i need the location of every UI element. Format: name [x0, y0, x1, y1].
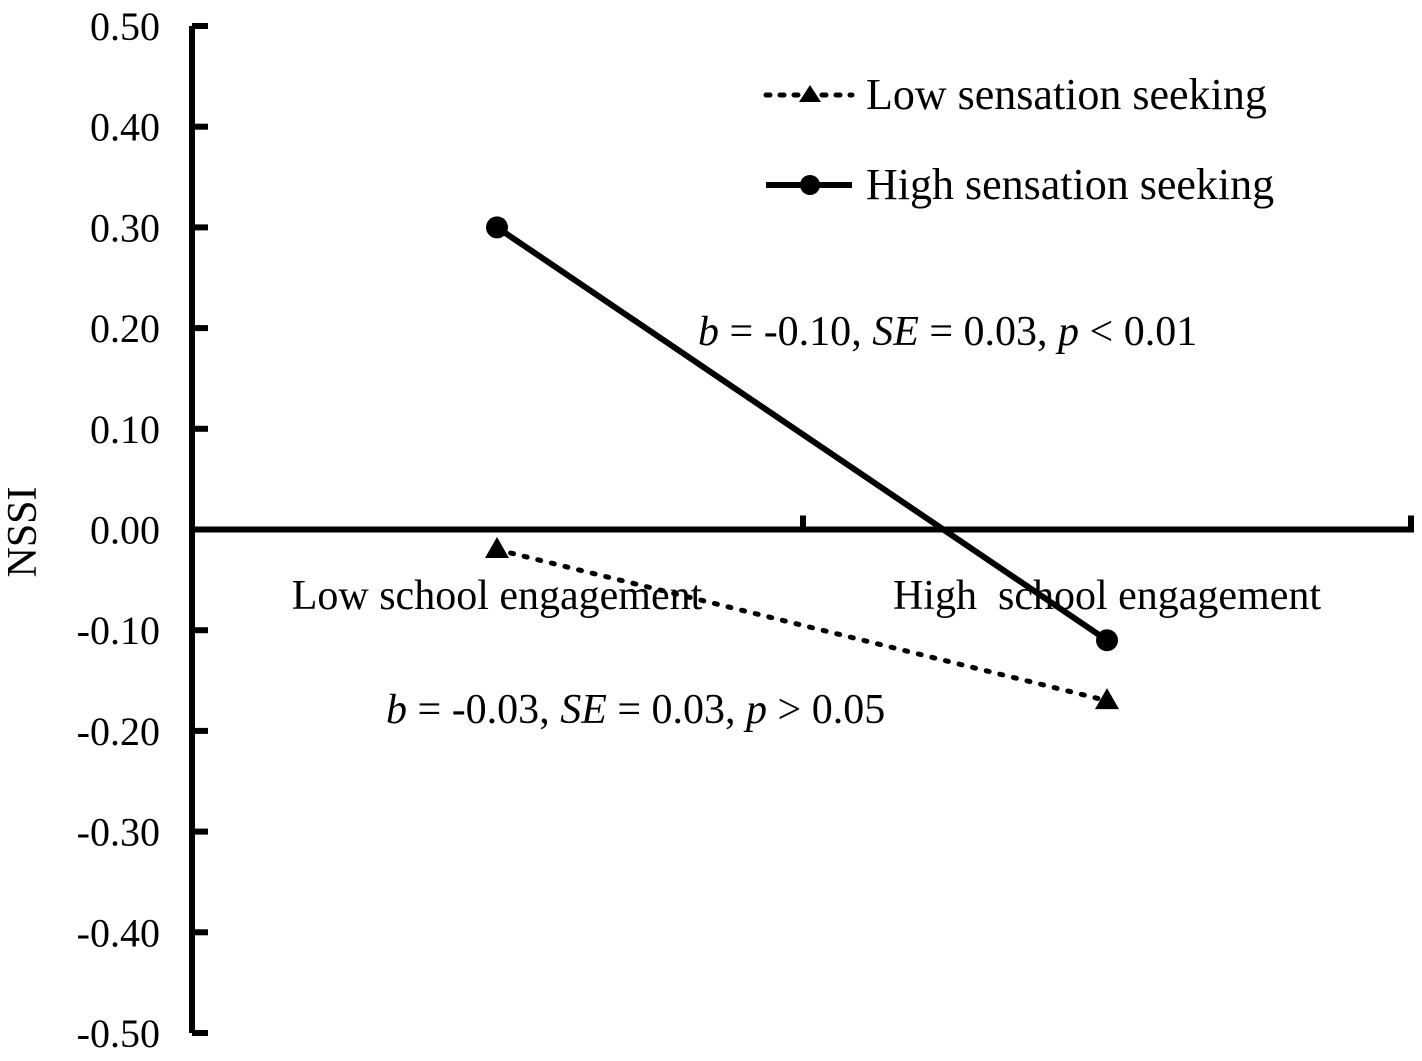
legend-label-high: High sensation seeking: [866, 160, 1274, 209]
series-0-point-0: [485, 537, 509, 559]
y-tick-label-3: 0.20: [90, 306, 160, 351]
annotation-high-b: -0.10: [764, 309, 852, 355]
legend-circle-marker: [800, 175, 820, 195]
annotation-low-se: 0.03: [652, 687, 726, 733]
category-label-high: High school engagement: [893, 573, 1321, 619]
y-tick-label-2: 0.30: [90, 205, 160, 250]
series-1-point-0: [486, 216, 508, 239]
legend-item-low: Low sensation seeking: [763, 70, 1267, 119]
series-0-point-1: [1095, 688, 1119, 710]
y-tick-label-0: 0.50: [90, 4, 160, 49]
series-line-1: [495, 224, 1109, 643]
y-tick-label-6: -0.10: [77, 608, 160, 653]
legend-item-high: High sensation seeking: [766, 160, 1274, 209]
annotation-low-p: 0.05: [812, 687, 886, 733]
annotation-high-se: 0.03: [964, 309, 1038, 355]
annotation-low-pop: >: [778, 687, 802, 733]
annotation-high: b = -0.10, SE = 0.03, p < 0.01: [698, 309, 1197, 355]
series-layer: [485, 216, 1119, 710]
annotation-low: b = -0.03, SE = 0.03, p > 0.05: [386, 687, 885, 733]
y-axis-label: NSSI: [0, 486, 46, 577]
annotation-high-p: 0.01: [1124, 309, 1198, 355]
y-tick-label-1: 0.40: [90, 105, 160, 150]
y-tick-label-8: -0.30: [77, 810, 160, 855]
y-tick-label-9: -0.40: [77, 910, 160, 955]
y-tick-label-4: 0.10: [90, 407, 160, 452]
annotation-low-b: -0.03: [452, 687, 540, 733]
category-label-low: Low school engagement: [292, 573, 703, 619]
legend-triangle-marker: [799, 85, 821, 102]
legend: Low sensation seeking High sensation see…: [763, 70, 1274, 209]
y-tick-label-10: -0.50: [77, 1011, 160, 1056]
annotation-high-pop: <: [1090, 309, 1114, 355]
legend-label-low: Low sensation seeking: [866, 70, 1267, 119]
y-tick-label-5: 0.00: [90, 508, 160, 553]
y-ticks: 0.50 0.40 0.30 0.20 0.10 0.00 -0.10 -0.20 -0.30 -…: [77, 4, 208, 1056]
y-tick-label-7: -0.20: [77, 709, 160, 754]
series-1-point-1: [1096, 629, 1118, 652]
